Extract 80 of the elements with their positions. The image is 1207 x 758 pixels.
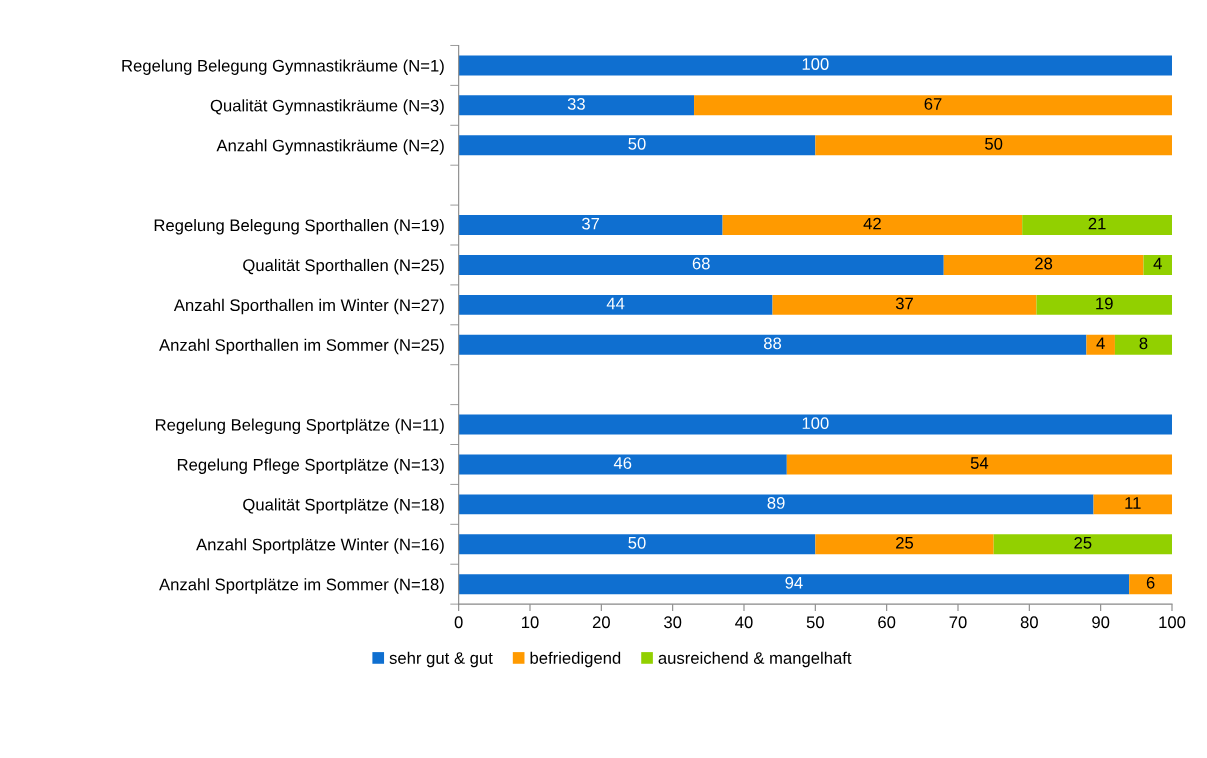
x-tick-label: 40 — [735, 616, 753, 629]
bar — [993, 534, 1172, 555]
bar — [458, 55, 1172, 76]
bar — [458, 254, 944, 275]
y-tick-label: Qualität Gymnastikräume (N=3) — [210, 99, 444, 115]
data-label: 4 — [1096, 337, 1105, 350]
data-label: 50 — [628, 137, 646, 150]
bar — [1093, 494, 1172, 515]
bar — [815, 534, 994, 555]
bar — [772, 294, 1037, 315]
legend-label: ausreichend & mangelhaft — [658, 651, 852, 668]
y-tick-label: Anzahl Gymnastikräume (N=2) — [216, 139, 444, 155]
x-tick-label: 100 — [1159, 616, 1186, 629]
x-tick-label: 60 — [878, 616, 896, 629]
y-tick-label: Regelung Pflege Sportplätze (N=13) — [177, 458, 444, 474]
data-label: 33 — [567, 98, 585, 110]
bar — [815, 135, 1172, 156]
data-label: 44 — [606, 297, 625, 310]
bar — [1022, 215, 1172, 236]
bar — [1129, 574, 1172, 595]
data-label: 94 — [785, 576, 803, 589]
data-label: 25 — [896, 536, 914, 549]
bar — [694, 95, 1172, 116]
data-label: 28 — [1035, 257, 1053, 270]
y-tick-label: Anzahl Sporthallen im Winter (N=27) — [173, 298, 444, 315]
data-label: 37 — [581, 217, 600, 230]
data-label: 100 — [802, 417, 829, 430]
bar — [458, 574, 1130, 595]
y-tick-label: Qualität Sporthallen (N=25) — [243, 258, 444, 275]
data-label: 54 — [970, 457, 989, 469]
data-label: 19 — [1096, 297, 1113, 310]
bar — [1036, 294, 1172, 315]
data-label: 21 — [1088, 217, 1106, 230]
bar — [722, 215, 1023, 236]
data-label: 4 — [1153, 257, 1162, 270]
x-tick-label: 80 — [1020, 616, 1038, 629]
data-label: 6 — [1146, 576, 1155, 589]
x-tick-label: 30 — [664, 616, 682, 629]
data-label: 88 — [763, 337, 782, 350]
bar — [458, 414, 1172, 435]
legend-label: befriedigend — [530, 651, 621, 668]
data-label: 68 — [692, 257, 710, 270]
data-label: 8 — [1139, 337, 1148, 350]
bar — [1086, 334, 1115, 355]
bar — [458, 334, 1087, 355]
data-label: 37 — [895, 297, 913, 310]
y-tick-label: Anzahl Sportplätze im Sommer (N=18) — [159, 578, 444, 594]
x-tick-label: 90 — [1092, 616, 1110, 629]
y-tick-label: Anzahl Sporthallen im Sommer (N=25) — [159, 338, 444, 355]
bar — [458, 215, 723, 236]
bar — [786, 454, 1172, 475]
bar — [458, 135, 816, 156]
data-label: 89 — [767, 497, 785, 509]
y-tick-label: Regelung Belegung Gymnastikräume (N=1) — [122, 59, 444, 75]
y-tick-label: Regelung Belegung Sportplätze (N=11) — [155, 418, 444, 435]
x-tick-label: 70 — [949, 616, 967, 629]
x-tick-label: 0 — [454, 616, 463, 629]
data-label: 50 — [628, 536, 646, 549]
bar — [458, 534, 816, 555]
bar — [458, 95, 695, 116]
x-tick-label: 50 — [806, 616, 824, 629]
data-label: 25 — [1074, 536, 1092, 549]
data-label: 100 — [802, 58, 829, 70]
bar — [1143, 254, 1172, 275]
bar — [458, 454, 787, 475]
x-tick-label: 20 — [592, 616, 610, 629]
y-tick-label: Qualität Sportplätze (N=18) — [243, 498, 444, 514]
data-label: 67 — [924, 98, 942, 110]
data-label: 46 — [613, 457, 632, 469]
data-label: 50 — [985, 137, 1003, 150]
bar — [943, 254, 1144, 275]
bar — [458, 294, 773, 315]
bar — [1114, 334, 1172, 355]
x-tick-label: 10 — [522, 616, 539, 629]
data-label: 42 — [863, 217, 881, 230]
y-tick-label: Regelung Belegung Sporthallen (N=19) — [154, 219, 444, 235]
legend-label: sehr gut & gut — [389, 651, 493, 668]
bar — [458, 494, 1094, 515]
y-tick-label: Anzahl Sportplätze Winter (N=16) — [196, 538, 444, 554]
data-label: 11 — [1125, 497, 1141, 509]
